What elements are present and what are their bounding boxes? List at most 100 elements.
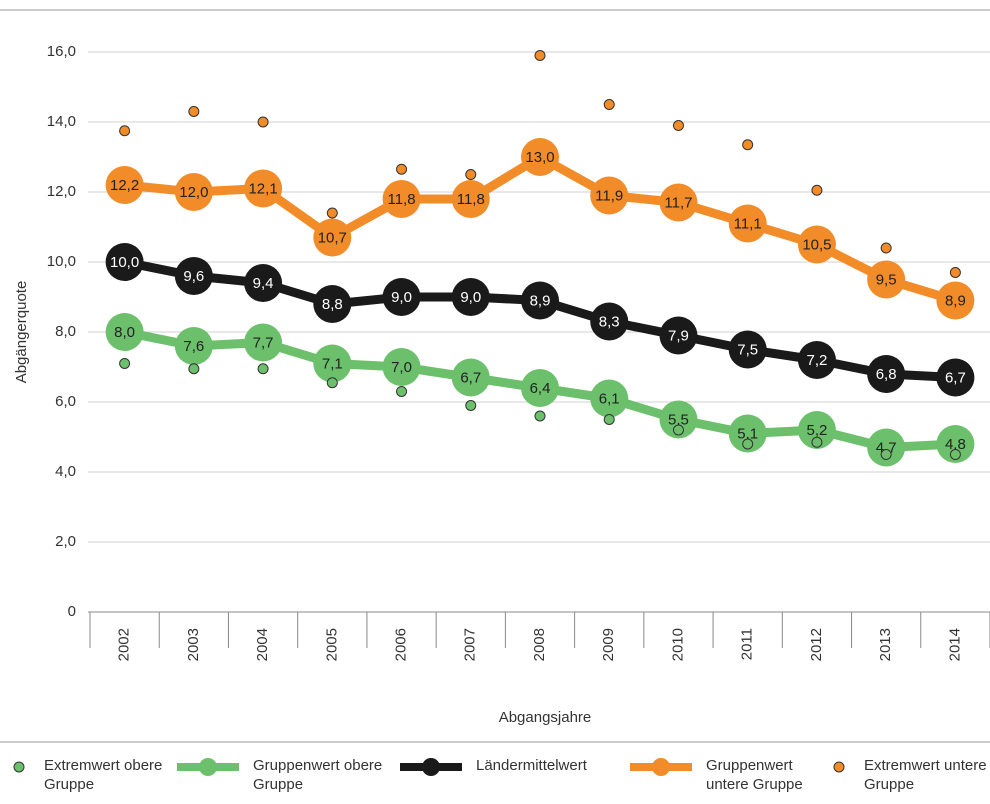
extreme-point xyxy=(257,363,269,375)
data-label: 11,8 xyxy=(457,191,485,208)
y-tick-label: 10,0 xyxy=(47,253,76,270)
marker xyxy=(451,358,490,397)
marker xyxy=(936,281,975,320)
marker xyxy=(244,264,283,302)
legend-label: Extremwert obere Gruppe xyxy=(44,757,163,793)
marker xyxy=(313,285,352,323)
marker xyxy=(728,414,767,453)
data-label: 12,0 xyxy=(179,184,208,201)
marker xyxy=(174,173,213,211)
data-label: 6,7 xyxy=(460,369,481,386)
x-axis-title: Abgangsjahre xyxy=(499,709,592,726)
y-tick-label: 2,0 xyxy=(55,533,76,550)
extreme-point xyxy=(949,449,961,460)
data-label: 9,0 xyxy=(391,289,412,306)
legend-swatch xyxy=(177,758,239,776)
extreme-point xyxy=(534,50,546,61)
y-tick-label: 14,0 xyxy=(47,113,76,130)
extreme-point xyxy=(811,436,823,448)
y-axis-title: Abgängerquote xyxy=(13,281,30,384)
x-tick-label: 2010 xyxy=(669,628,686,661)
extreme-point xyxy=(257,116,269,128)
legend-label: Extremwert untere Gruppe xyxy=(864,757,987,793)
marker xyxy=(590,379,629,418)
legend-label: Ländermittelwert xyxy=(476,757,587,774)
marker xyxy=(936,358,975,397)
data-label: 7,7 xyxy=(253,334,274,351)
marker xyxy=(521,138,559,176)
y-tick-label: 16,0 xyxy=(47,43,76,60)
x-tick-label: 2003 xyxy=(185,628,202,661)
data-label: 12,1 xyxy=(248,180,277,197)
extreme-point xyxy=(465,169,477,180)
marker xyxy=(590,176,629,215)
extreme-point xyxy=(742,438,754,450)
marker xyxy=(382,278,421,316)
data-label: 4,8 xyxy=(945,436,966,453)
marker xyxy=(659,400,698,439)
x-tick-label: 2004 xyxy=(254,628,271,661)
data-label: 9,4 xyxy=(253,275,274,292)
marker xyxy=(659,183,698,222)
marker xyxy=(382,180,421,218)
data-label: 11,1 xyxy=(734,215,762,232)
data-label: 7,9 xyxy=(668,327,689,344)
extreme-point xyxy=(188,106,200,117)
data-label: 7,1 xyxy=(322,355,343,372)
extreme-point xyxy=(880,242,892,254)
legend-swatch xyxy=(400,758,462,776)
legend-label: Gruppenwert obere Gruppe xyxy=(253,757,383,793)
marker xyxy=(244,169,283,208)
x-tick-label: 2002 xyxy=(116,628,133,661)
x-tick-label: 2008 xyxy=(531,628,548,661)
marker xyxy=(521,281,559,320)
y-tick-label: 6,0 xyxy=(55,393,76,410)
extreme-point xyxy=(603,414,615,425)
marker xyxy=(797,225,836,264)
x-tick-label: 2011 xyxy=(739,628,756,660)
marker xyxy=(936,425,975,463)
extreme-point xyxy=(672,424,684,436)
marker xyxy=(451,278,490,316)
extreme-point xyxy=(534,410,546,422)
marker xyxy=(797,341,836,379)
marker xyxy=(659,316,698,355)
extreme-point xyxy=(811,184,823,196)
y-tick-label: 0 xyxy=(68,603,76,620)
legend-swatch xyxy=(833,761,845,773)
marker xyxy=(867,355,906,393)
data-label: 12,2 xyxy=(110,177,139,194)
data-label: 9,6 xyxy=(183,268,204,285)
marker xyxy=(105,313,144,351)
extreme-point xyxy=(949,267,961,278)
extreme-point xyxy=(396,386,408,397)
data-label: 5,1 xyxy=(737,425,758,442)
data-label: 7,2 xyxy=(806,352,827,369)
chart: Abgängerquote Abgangsjahre 0 2,0 4,0 6,0 8,0… xyxy=(0,9,990,743)
extreme-point xyxy=(188,363,200,375)
legend-dot xyxy=(833,761,845,773)
data-label: 8,9 xyxy=(530,292,551,309)
data-label: 8,8 xyxy=(322,296,343,313)
legend-item: Ländermittelwert xyxy=(398,756,606,776)
marker xyxy=(451,180,490,218)
legend-marker xyxy=(199,758,217,776)
extreme-point xyxy=(465,400,477,411)
legend-marker xyxy=(652,758,670,776)
data-label: 6,7 xyxy=(945,369,966,386)
legend-item: Extremwert obere Gruppe xyxy=(10,756,174,794)
data-label: 6,4 xyxy=(530,380,551,397)
legend-item: Extremwert untere Gruppe xyxy=(830,756,990,794)
marker xyxy=(244,323,283,362)
marker xyxy=(590,302,629,341)
extreme-point xyxy=(396,163,408,175)
x-tick-label: 2012 xyxy=(808,628,825,661)
data-label: 10,7 xyxy=(318,229,347,246)
data-label: 5,2 xyxy=(806,422,827,439)
extreme-point xyxy=(326,377,338,389)
legend-marker xyxy=(422,758,440,776)
marker xyxy=(867,428,906,467)
extreme-point xyxy=(603,99,615,110)
data-label: 11,8 xyxy=(387,191,415,208)
